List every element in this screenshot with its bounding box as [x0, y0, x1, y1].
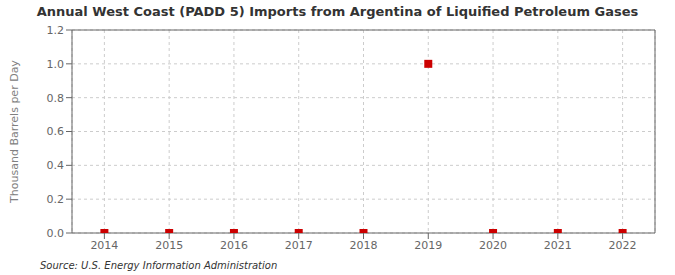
- svg-text:2022: 2022: [609, 239, 637, 252]
- svg-text:0.6: 0.6: [47, 125, 65, 138]
- svg-text:2015: 2015: [155, 239, 183, 252]
- svg-text:0.2: 0.2: [47, 193, 65, 206]
- svg-text:2017: 2017: [285, 239, 313, 252]
- svg-text:1.2: 1.2: [47, 24, 65, 37]
- svg-text:2016: 2016: [220, 239, 248, 252]
- svg-text:0.8: 0.8: [47, 92, 65, 105]
- svg-text:0.4: 0.4: [47, 159, 65, 172]
- svg-text:2014: 2014: [90, 239, 118, 252]
- svg-text:2020: 2020: [479, 239, 507, 252]
- svg-text:2018: 2018: [350, 239, 378, 252]
- svg-text:2019: 2019: [414, 239, 442, 252]
- svg-text:0.0: 0.0: [47, 227, 65, 240]
- svg-text:2021: 2021: [544, 239, 572, 252]
- html-text:Source: U.S. Energy Informatio: Source: U.S. Energy Information Administ…: [40, 260, 278, 271]
- svg-text:1.0: 1.0: [47, 58, 65, 71]
- svg-text:Thousand Barrels per Day: Thousand Barrels per Day: [8, 60, 21, 204]
- html-text:Annual West Coast (PADD 5) Imp: Annual West Coast (PADD 5) Imports from …: [36, 4, 639, 19]
